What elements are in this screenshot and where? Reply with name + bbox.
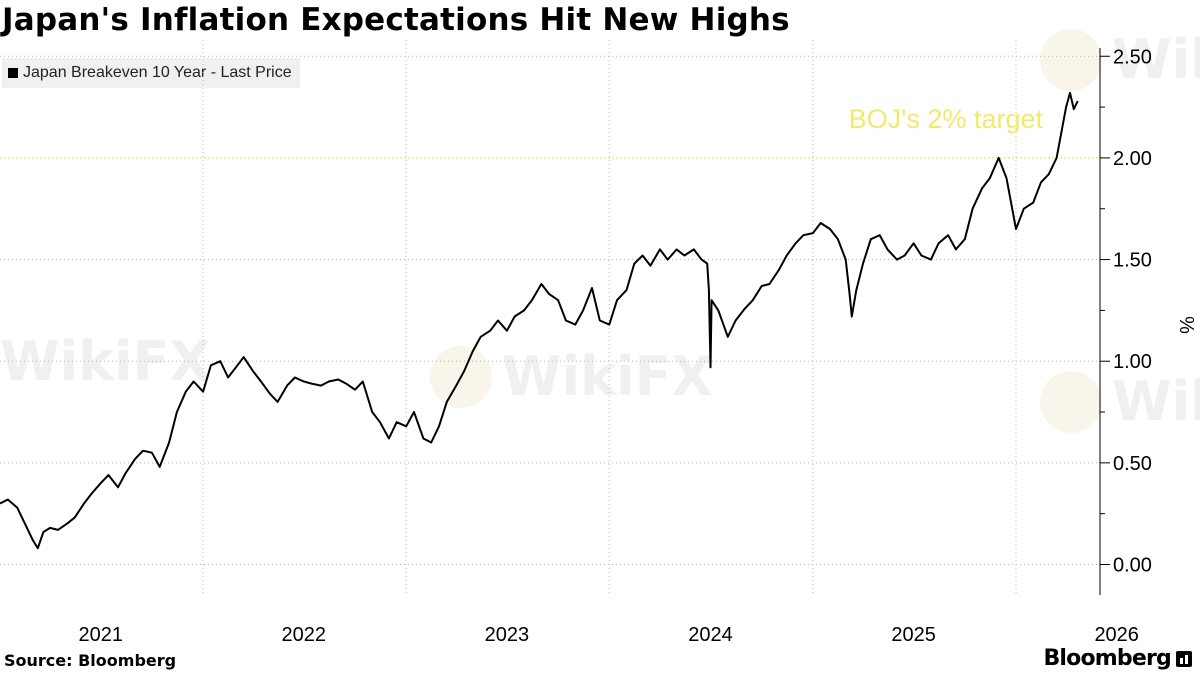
target-annotation: BOJ's 2% target	[849, 104, 1044, 134]
series-group	[0, 91, 1079, 550]
x-tick-label: 2026	[1094, 624, 1139, 646]
x-tick-label: 2022	[282, 624, 327, 646]
brand-name: Bloomberg	[1043, 646, 1171, 671]
source-note: Source: Bloomberg	[4, 651, 177, 670]
y-tick-label: 2.00	[1113, 148, 1152, 170]
y-tick-label: 2.50	[1113, 46, 1152, 68]
axes: 0.00 0.50 1.00 1.50 2.00 2.50% 2021 2022 2023 202…	[78, 46, 1197, 646]
target-line-group: BOJ's 2% target	[0, 104, 1100, 159]
x-tick-label: 2023	[485, 624, 530, 646]
y-tick-label: 0.00	[1113, 555, 1152, 577]
legend: Japan Breakeven 10 Year - Last Price	[2, 58, 300, 88]
bloomberg-logo: Bloomberg	[1043, 646, 1192, 671]
y-tick-label: 0.50	[1113, 453, 1152, 475]
chart-title: Japan's Inflation Expectations Hit New H…	[2, 2, 790, 38]
x-tick-label: 2024	[688, 624, 733, 646]
bloomberg-chart-icon	[1176, 650, 1192, 667]
x-tick-label: 2025	[891, 624, 936, 646]
y-axis-label: %	[1175, 316, 1197, 334]
legend-label: Japan Breakeven 10 Year - Last Price	[23, 64, 292, 81]
y-tick-label: 1.50	[1113, 250, 1152, 272]
legend-swatch	[8, 68, 18, 78]
x-tick-label: 2021	[78, 624, 123, 646]
series-line	[0, 91, 1079, 550]
y-tick-label: 1.00	[1113, 351, 1152, 373]
